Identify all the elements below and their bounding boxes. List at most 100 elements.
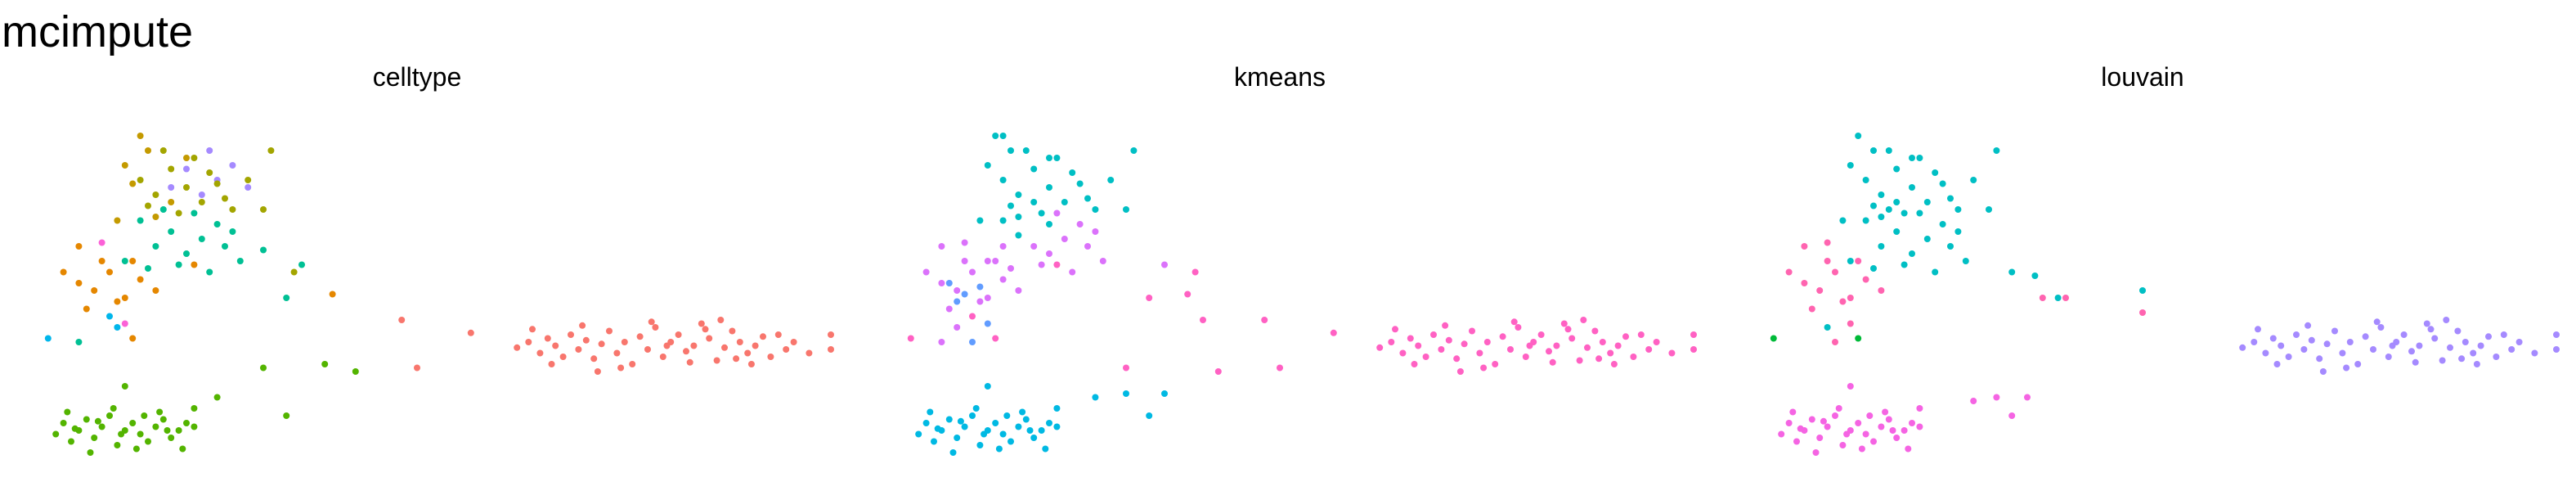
scatter-point — [1053, 261, 1061, 268]
scatter-point — [83, 305, 90, 313]
scatter-point — [260, 364, 267, 372]
scatter-point — [1008, 202, 1014, 209]
scatter-point — [1030, 435, 1038, 441]
scatter-point — [1069, 268, 1076, 276]
scatter-point — [1690, 346, 1697, 353]
scatter-point — [168, 165, 175, 173]
scatter-point — [1069, 169, 1076, 176]
scatter-point — [183, 155, 190, 161]
scatter-point — [2323, 340, 2331, 348]
scatter-point — [945, 280, 953, 286]
scatter-point — [954, 435, 961, 441]
scatter-point — [1553, 342, 1560, 349]
scatter-point — [267, 147, 275, 154]
scatter-point — [71, 425, 79, 432]
scatter-point — [2462, 339, 2469, 345]
scatter-point — [621, 339, 628, 345]
scatter-point — [1812, 449, 1820, 456]
scatter-point — [984, 383, 991, 390]
scatter-point — [1808, 305, 1815, 313]
scatter-point — [938, 243, 945, 250]
scatter-point — [945, 305, 953, 313]
scatter-point — [927, 408, 934, 416]
scatter-point — [1599, 339, 1606, 345]
scatter-point — [1653, 339, 1660, 345]
scatter-point — [152, 243, 159, 250]
scatter-point — [213, 180, 221, 187]
scatter-point — [283, 412, 290, 419]
scatter-point — [1855, 133, 1862, 139]
scatter-point — [1456, 368, 1464, 375]
scatter-point — [2389, 342, 2396, 349]
scatter-point — [2454, 327, 2462, 335]
scatter-point — [1030, 165, 1038, 173]
scatter-point — [675, 331, 682, 338]
scatter-point — [1008, 147, 1014, 154]
scatter-point — [736, 339, 743, 345]
scatter-point — [91, 287, 98, 294]
scatter-point — [159, 206, 167, 213]
scatter-point — [1832, 339, 1838, 345]
scatter-point — [2493, 354, 2500, 360]
scatter-point — [559, 354, 567, 360]
scatter-point — [1824, 239, 1831, 246]
scatter-point — [729, 327, 736, 335]
scatter-point — [1499, 333, 1506, 340]
scatter-point — [1816, 287, 1824, 294]
scatter-point — [1015, 287, 1022, 294]
scatter-point — [1130, 147, 1138, 154]
scatter-point — [118, 430, 125, 438]
scatter-point — [1038, 261, 1045, 268]
scatter-point — [961, 258, 968, 264]
scatter-point — [2447, 344, 2453, 351]
scatter-point — [1901, 209, 1908, 217]
scatter-point — [1993, 147, 2000, 154]
scatter-point — [1042, 445, 1049, 453]
scatter-point — [106, 313, 113, 320]
scatter-point — [1909, 250, 1915, 257]
scatter-point — [544, 335, 551, 342]
scatter-point — [2458, 355, 2466, 363]
scatter-point — [1061, 199, 1068, 205]
scatter-point — [1030, 243, 1038, 250]
scatter-point — [2373, 318, 2381, 326]
scatter-point — [1801, 243, 1808, 250]
scatter-point — [954, 287, 961, 294]
scatter-point — [2251, 339, 2258, 345]
scatter-point — [1123, 206, 1129, 213]
scatter-point — [1645, 346, 1653, 353]
scatter-point — [206, 268, 213, 276]
scatter-point — [1893, 435, 1901, 441]
scatter-point — [954, 298, 961, 305]
scatter-point — [1092, 228, 1099, 235]
scatter-point — [2515, 339, 2523, 345]
scatter-point — [702, 326, 709, 333]
scatter-point — [1146, 295, 1153, 301]
scatter-point — [1415, 342, 1422, 349]
scatter-point — [91, 435, 98, 441]
scatter-point — [129, 258, 137, 264]
scatter-point — [1889, 427, 1896, 434]
scatter-point — [2331, 327, 2338, 335]
scatter-point — [1261, 317, 1268, 323]
scatter-point — [414, 364, 420, 372]
scatter-point — [1962, 258, 1969, 264]
scatter-point — [961, 239, 968, 246]
scatter-point — [733, 355, 740, 363]
scatter-point — [2008, 412, 2016, 419]
scatter-point — [1839, 298, 1847, 305]
scatter-point — [582, 336, 590, 344]
scatter-point — [106, 268, 113, 276]
scatter-point — [1053, 155, 1061, 161]
scatter-point — [922, 268, 930, 276]
scatter-point — [1885, 416, 1892, 423]
scatter-point — [961, 291, 968, 298]
scatter-point — [1785, 420, 1793, 426]
scatter-point — [1584, 344, 1591, 351]
scatter-point — [137, 133, 144, 139]
scatter-point — [1785, 268, 1793, 276]
scatter-point — [1862, 217, 1869, 224]
scatter-point — [1430, 331, 1437, 338]
scatter-point — [984, 162, 991, 169]
scatter-point — [2423, 320, 2430, 327]
